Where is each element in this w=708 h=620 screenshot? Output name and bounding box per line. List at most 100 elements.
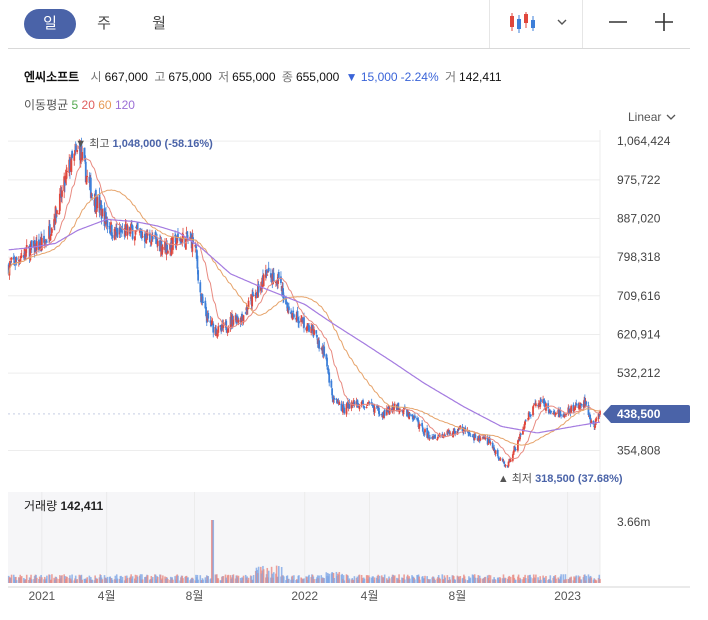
candle-body [514,449,517,451]
volume-bar [106,576,109,583]
high-value: 675,000 [168,70,212,84]
volume-bar [30,579,33,583]
volume-bar [555,578,557,583]
volume-bar [414,579,416,583]
volume-bar [177,575,179,583]
volume-bar [232,574,235,583]
plus-icon[interactable] [654,12,674,32]
volume-bar [131,576,134,583]
candle-body [393,406,395,411]
volume-title-value: 142,411 [60,499,103,513]
candle-body [244,312,247,314]
volume-bar [151,577,154,583]
candle-body [166,244,169,253]
candle-body [456,430,459,435]
candle-body [133,236,136,241]
candle-body [573,407,576,411]
volume-bar [111,579,114,583]
candle-body [498,457,501,460]
candle-body [94,190,97,210]
candle-body [19,259,22,263]
candle-body [222,323,225,329]
volume-bar [43,576,46,583]
candle-body [116,228,119,238]
scale-dropdown[interactable]: Linear [628,110,677,124]
candle-body [207,313,210,319]
candle-body [81,152,84,161]
volume-bar [484,576,487,583]
volume-bar [252,575,255,583]
candle-body [292,310,295,313]
candle-body [514,447,516,450]
candle-body [328,372,331,383]
minus-icon[interactable] [608,12,628,32]
volume-bar [46,575,48,583]
candle-body [444,435,447,437]
current-price-label: 438,500 [617,407,661,421]
close-label: 종 [281,70,293,84]
candle-body [422,432,425,434]
candle-body [565,413,568,415]
candle-body [570,405,573,413]
candle-body [30,240,33,248]
candle-body [298,320,300,324]
tab-weekly[interactable]: 주 [97,15,111,32]
volume-bar [197,579,199,583]
candlestick-icon[interactable] [508,11,536,35]
candle-body [494,450,497,455]
candle-body [414,415,416,419]
candle-body [408,413,411,416]
volume-bar [71,574,73,583]
max-annotation: ▼ 최고 1,048,000 (-58.16%) [75,137,213,150]
volume-bar [139,574,142,583]
volume-bar [598,574,601,583]
candle-body [331,388,333,396]
volume-bar [341,573,343,583]
candle-body [257,284,260,293]
candle-body [499,458,502,460]
candle-body [286,302,289,312]
candle-body [418,424,421,429]
volume-bar [20,576,23,583]
candle-body [176,235,179,243]
volume-bar [154,574,157,583]
volume-bar [66,576,68,583]
chevron-down-icon[interactable] [555,15,569,29]
candle-body [236,316,239,321]
candle-body [335,398,338,400]
volume-bar [570,576,572,583]
volume-bar [514,579,517,583]
candle-body [564,414,567,416]
volume-bar [288,578,290,583]
candle-body [105,212,107,223]
candle-body [282,294,285,300]
volume-bar [96,578,99,583]
candle-body [210,324,212,327]
volume-bar [469,577,472,583]
candle-body [85,176,88,185]
candle-body [529,414,532,416]
candle-body [177,233,179,238]
candle-body [483,437,485,439]
candle-body [594,419,597,425]
tab-monthly[interactable]: 월 [152,15,166,32]
candle-body [195,246,197,248]
candle-body [549,412,552,414]
tab-daily[interactable]: 일 [24,9,76,39]
volume-bar [454,579,457,583]
candle-body [35,241,38,250]
candle-body [497,457,500,459]
volume-bar [564,574,567,583]
volume-bar [212,520,215,583]
candle-body [535,403,537,407]
volume-bar [403,574,405,583]
volume-bar [227,574,230,583]
y-tick-label: 354,808 [617,443,661,457]
candle-body [199,282,202,293]
candle-body [504,465,507,467]
candle-body [126,225,129,236]
candle-body [74,145,77,151]
volume-bar [489,575,492,583]
candle-body [587,405,590,416]
